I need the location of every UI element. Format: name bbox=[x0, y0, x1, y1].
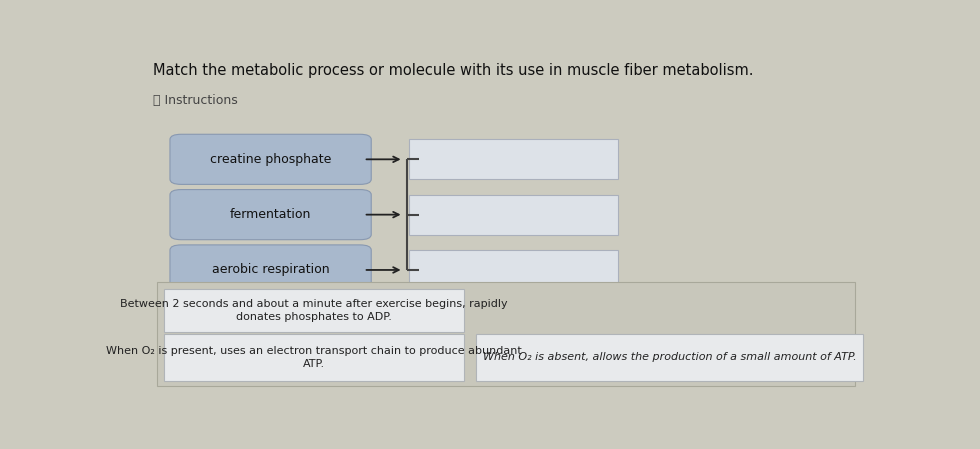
FancyBboxPatch shape bbox=[165, 289, 465, 332]
FancyBboxPatch shape bbox=[165, 334, 465, 381]
FancyBboxPatch shape bbox=[475, 334, 863, 381]
FancyBboxPatch shape bbox=[410, 140, 618, 179]
Text: When O₂ is absent, allows the production of a small amount of ATP.: When O₂ is absent, allows the production… bbox=[482, 352, 857, 362]
Text: Between 2 seconds and about a minute after exercise begins, rapidly
donates phos: Between 2 seconds and about a minute aft… bbox=[121, 299, 508, 322]
FancyBboxPatch shape bbox=[170, 189, 371, 240]
Text: aerobic respiration: aerobic respiration bbox=[212, 264, 329, 277]
Text: Match the metabolic process or molecule with its use in muscle fiber metabolism.: Match the metabolic process or molecule … bbox=[153, 62, 754, 78]
FancyBboxPatch shape bbox=[410, 250, 618, 290]
FancyBboxPatch shape bbox=[410, 195, 618, 234]
Text: ⓘ Instructions: ⓘ Instructions bbox=[153, 94, 237, 107]
FancyBboxPatch shape bbox=[170, 134, 371, 185]
FancyBboxPatch shape bbox=[170, 245, 371, 295]
Text: fermentation: fermentation bbox=[230, 208, 312, 221]
FancyBboxPatch shape bbox=[157, 282, 856, 386]
Text: creatine phosphate: creatine phosphate bbox=[210, 153, 331, 166]
Text: When O₂ is present, uses an electron transport chain to produce abundant
ATP.: When O₂ is present, uses an electron tra… bbox=[107, 346, 522, 369]
